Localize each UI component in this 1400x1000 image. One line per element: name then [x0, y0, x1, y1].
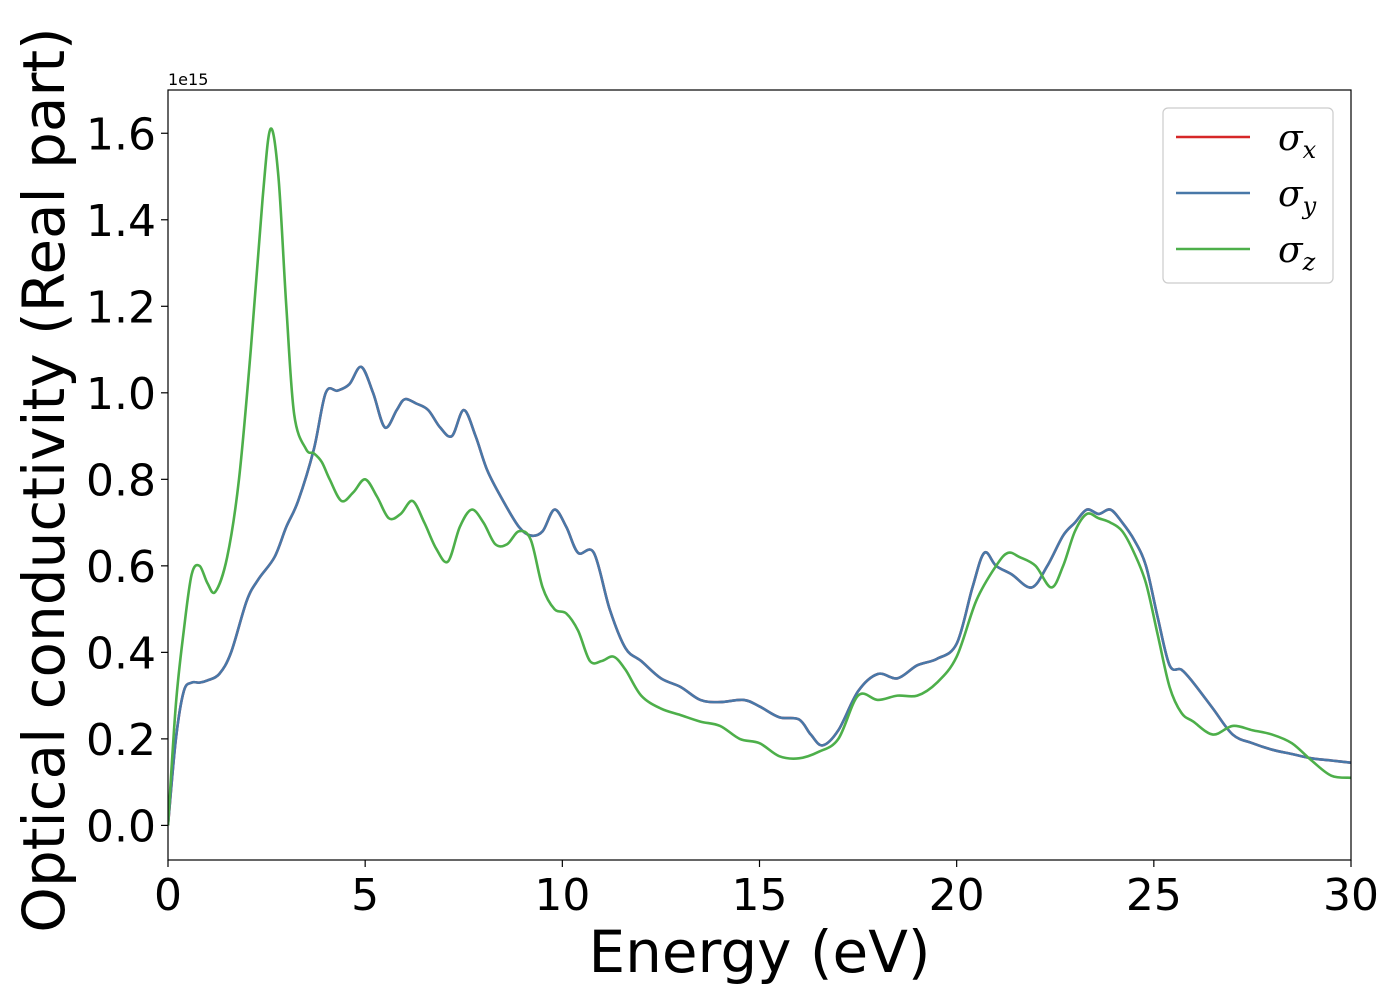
x-tick-label: 0 — [154, 870, 182, 921]
y-tick-label: 1.2 — [86, 282, 156, 333]
y-tick-label: 0.4 — [86, 628, 156, 679]
x-tick-label: 10 — [534, 870, 590, 921]
x-tick-label: 30 — [1323, 870, 1379, 921]
y-tick-label: 0.2 — [86, 715, 156, 766]
series-line-x — [168, 365, 1351, 826]
y-tick-label: 1.4 — [86, 196, 156, 247]
plot-lines — [168, 127, 1351, 826]
x-tick-label: 20 — [929, 870, 985, 921]
y-axis: 0.0 0.2 0.4 0.6 0.8 1.0 1.2 1.4 1.6 — [86, 109, 168, 852]
x-tick-label: 25 — [1126, 870, 1182, 921]
series-line-y — [168, 365, 1351, 826]
y-offset-label: 1e15 — [168, 70, 208, 89]
x-axis: 0 5 10 15 20 25 30 — [154, 860, 1379, 921]
series-line-z — [168, 127, 1351, 826]
y-tick-label: 0.0 — [86, 801, 156, 852]
y-tick-label: 1.0 — [86, 369, 156, 420]
legend-label-y: σy — [1278, 174, 1317, 220]
legend-frame — [1162, 107, 1334, 284]
legend-label-z: σz — [1278, 230, 1316, 276]
x-tick-label: 15 — [732, 870, 788, 921]
x-tick-label: 5 — [351, 870, 379, 921]
y-axis-title: Optical conductivity (Real part) — [10, 27, 78, 932]
legend: σx σy σz — [1162, 107, 1334, 284]
y-tick-label: 0.8 — [86, 455, 156, 506]
legend-label-x: σx — [1278, 118, 1317, 164]
x-axis-title: Energy (eV) — [588, 918, 930, 986]
y-tick-label: 0.6 — [86, 542, 156, 593]
y-tick-label: 1.6 — [86, 109, 156, 160]
